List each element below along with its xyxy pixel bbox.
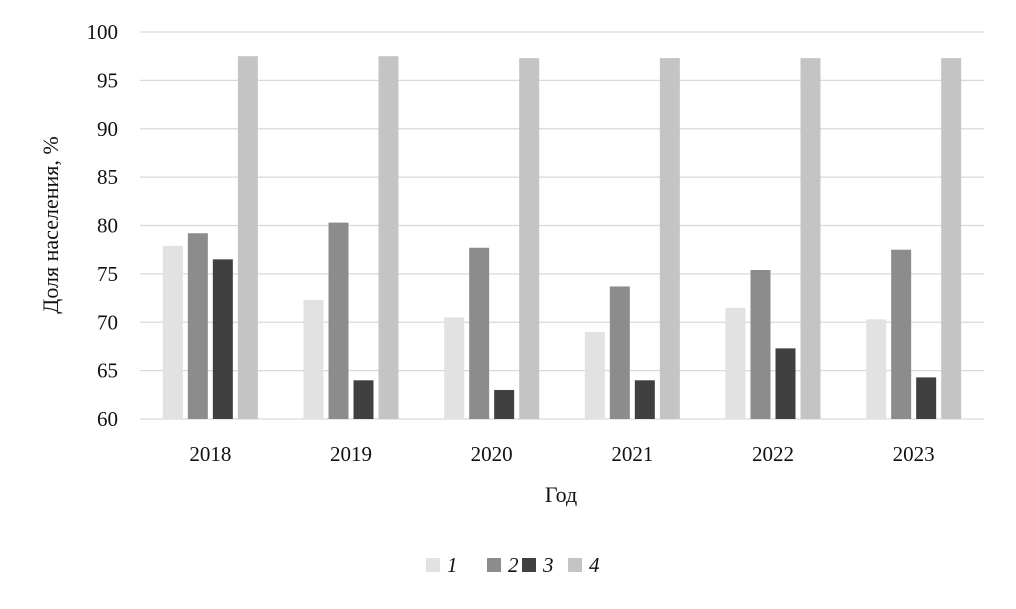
x-tick-label: 2020 <box>471 442 513 466</box>
y-tick-label: 85 <box>97 165 118 189</box>
x-axis-title: Год <box>545 482 577 507</box>
bar-series-3-2022 <box>775 348 796 419</box>
x-tick-label: 2023 <box>893 442 935 466</box>
x-tick-label: 2021 <box>611 442 653 466</box>
bar-series-4-2019 <box>378 56 399 419</box>
bar-series-3-2021 <box>634 380 655 419</box>
bar-series-2-2022 <box>750 270 771 419</box>
bar-series-2-2020 <box>469 247 490 419</box>
bar-series-4-2022 <box>800 58 821 420</box>
bar-series-1-2020 <box>444 317 465 419</box>
bar-series-2-2018 <box>187 233 208 419</box>
y-tick-label: 65 <box>97 359 118 383</box>
y-tick-label: 80 <box>97 214 118 238</box>
y-tick-label: 60 <box>97 407 118 431</box>
y-tick-label: 95 <box>97 68 118 92</box>
y-tick-label: 90 <box>97 117 118 141</box>
x-tick-label: 2022 <box>752 442 794 466</box>
bar-series-1-2023 <box>866 319 887 419</box>
x-tick-label: 2018 <box>189 442 231 466</box>
y-tick-label: 70 <box>97 310 118 334</box>
bar-series-1-2022 <box>725 307 746 419</box>
legend-label-4: 4 <box>589 553 600 577</box>
legend-swatch-3 <box>522 558 536 572</box>
bar-series-2-2019 <box>328 222 349 419</box>
bar-series-4-2023 <box>941 58 962 420</box>
y-tick-label: 100 <box>87 20 119 44</box>
y-axis-ticks: 60 65 70 75 80 85 90 95 100 <box>87 20 119 431</box>
legend-swatch-1 <box>426 558 440 572</box>
x-axis-ticks: 2018 2019 2020 2021 2022 2023 <box>189 442 934 466</box>
bar-series-3-2019 <box>353 380 374 419</box>
bar-series-1-2018 <box>162 245 183 419</box>
legend-label-3: 3 <box>542 553 554 577</box>
legend-swatch-4 <box>568 558 582 572</box>
legend-label-2: 2 <box>508 553 519 577</box>
bar-series-3-2020 <box>494 389 515 419</box>
bar-series-4-2020 <box>519 58 540 420</box>
bar-series-2-2021 <box>609 286 630 419</box>
bar-series-1-2021 <box>584 331 605 419</box>
legend-swatch-2 <box>487 558 501 572</box>
bar-series-4-2021 <box>659 58 680 420</box>
bar-series-3-2023 <box>916 377 937 419</box>
x-tick-label: 2019 <box>330 442 372 466</box>
legend-label-1: 1 <box>447 553 458 577</box>
y-tick-label: 75 <box>97 262 118 286</box>
bar-series-1-2019 <box>303 299 324 419</box>
bar-series-3-2018 <box>212 259 233 419</box>
bar-series-2-2023 <box>891 249 912 419</box>
bars <box>162 56 962 420</box>
y-axis-title: Доля населения, % <box>38 136 63 313</box>
bar-series-4-2018 <box>237 56 258 419</box>
gridlines <box>140 31 984 420</box>
